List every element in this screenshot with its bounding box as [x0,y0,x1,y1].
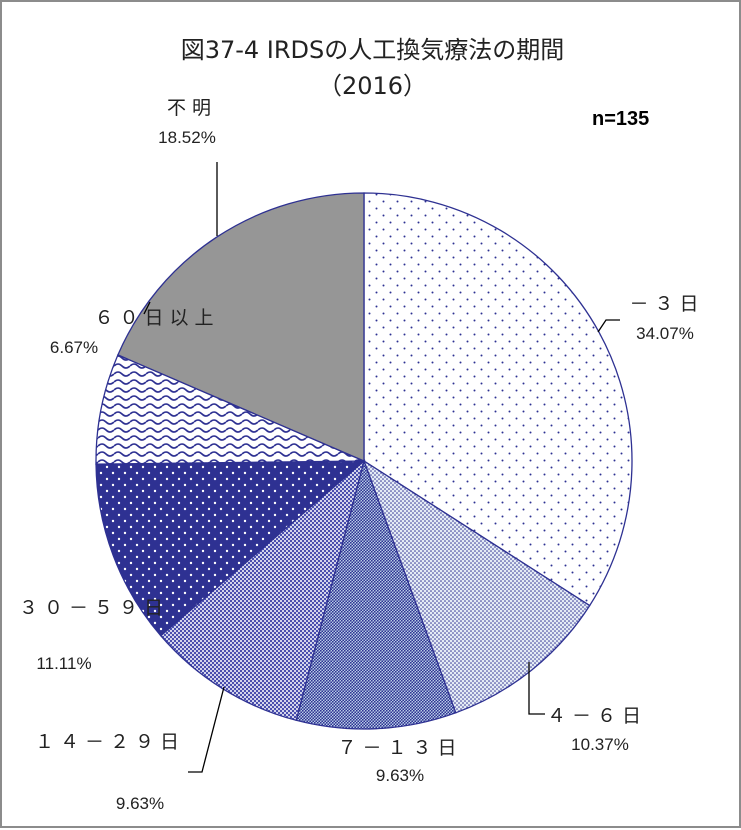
pie-slice [117,192,365,462]
value-label: 10.37% [571,735,629,754]
chart-title: 図37-4 IRDSの人工換気療法の期間 [180,36,565,64]
leader-line [143,301,151,315]
pie-slice [295,458,457,730]
value-label: 9.63% [115,794,165,813]
leader-line [597,319,620,333]
pie-slice [362,459,591,714]
category-label: ７－１３日 [337,737,463,759]
leader-line [188,686,225,773]
value-label: 9.63% [375,766,425,785]
pie-slice [95,460,366,637]
chart-subtitle: （2016） [317,72,428,100]
annotation: n=135 [592,108,650,130]
category-label: １４－２９日 [34,731,185,753]
category-label: ３０－５９日 [18,597,169,619]
value-label: 6.67% [49,338,99,357]
pie-slice [159,459,366,722]
value-label: 34.07% [636,324,694,343]
value-label: 11.11% [36,654,92,673]
category-label: －３日 [629,293,705,315]
category-label: ６０日以上 [94,307,220,329]
leader-line [528,662,545,715]
value-label: 18.52% [158,128,216,147]
category-label: 不明 [166,97,217,119]
pie-slice [363,192,633,607]
category-label: ４－６日 [546,705,647,727]
pie-slice [95,354,365,465]
